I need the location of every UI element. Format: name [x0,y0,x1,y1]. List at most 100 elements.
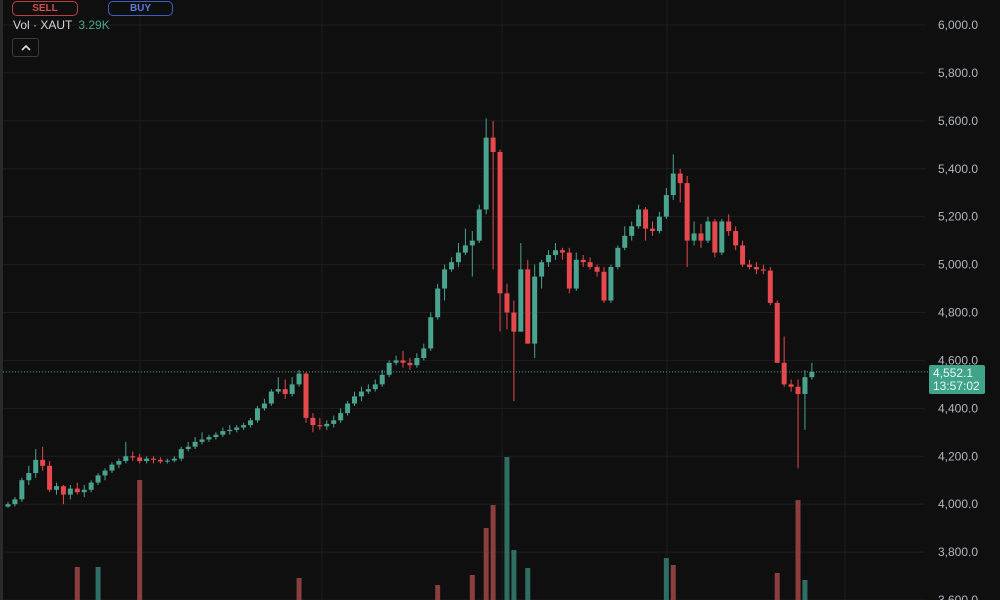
candle [33,449,39,478]
volume-bar [483,528,489,600]
candle-body [241,425,247,428]
y-tick-label: 6,000.0 [938,18,978,32]
candle [358,386,364,402]
candle-body [151,458,157,460]
candle-body [199,439,205,442]
candle-body [338,413,344,421]
candle-body [164,460,170,462]
candle [365,384,371,394]
candle-body [629,226,635,236]
price-axis[interactable]: 6,000.0 5,800.0 5,600.0 5,400.0 5,200.0 5,000… [938,18,978,600]
volume-bar [525,568,531,600]
last-price-value: 4,552.1 [933,366,974,380]
candle-body [386,362,392,375]
y-tick-label: 4,600.0 [938,353,978,367]
candle-body [608,266,614,301]
buy-button[interactable]: BUY [108,1,173,16]
candle [268,389,274,406]
candle-body [19,480,25,500]
candle-body [552,250,558,255]
candle-body [26,473,32,481]
candle-body [649,228,655,232]
candle-body [234,427,240,430]
candle [227,425,233,435]
candle-body [483,137,489,210]
candle [670,154,676,200]
volume-bar [802,580,808,600]
candle [151,456,157,464]
candle [289,377,295,397]
candle [442,264,448,301]
candle-body [469,240,475,246]
candle-body [102,470,108,476]
candle [19,477,25,502]
candle-body [497,151,503,294]
collapse-legend-button[interactable] [12,38,39,57]
candle-body [421,348,427,359]
candle-body [490,137,496,152]
candle-body [268,391,274,404]
candle [608,264,614,303]
candle [234,425,240,433]
candle [248,417,254,428]
candle-body [455,252,461,263]
candle [206,434,212,442]
candle-body [88,482,94,490]
candle [407,358,413,370]
candle [747,259,753,270]
candle-body [698,233,704,241]
candle-body [670,173,676,196]
candle-body [504,293,510,313]
candle-body [476,209,482,241]
candle [352,391,357,406]
candle [12,496,18,507]
candle-body [587,262,593,267]
candle [5,501,11,508]
y-tick-label: 5,000.0 [938,258,978,272]
candle-body [352,396,357,404]
candle-body [310,417,316,426]
candle-body [95,475,101,483]
candle [130,451,136,462]
candle [213,432,219,440]
candle [199,432,205,445]
candle-body [324,423,330,427]
candle-body [809,371,815,378]
candle [60,485,66,505]
candle-body [275,389,281,392]
volume-bar [774,573,780,600]
candle [663,187,669,220]
candle-body [753,266,759,270]
candle [116,458,122,469]
candle-body [54,486,60,490]
candle [345,401,351,416]
candle [733,226,739,251]
candle [449,257,455,272]
candle [338,408,344,423]
candle [552,243,558,260]
y-tick-label: 4,800.0 [938,306,978,320]
candle-body [511,312,517,332]
candle-body [213,434,219,438]
candle [788,379,794,392]
candle [497,149,503,332]
candle [643,207,649,241]
candle [580,255,586,267]
candle-body [663,195,669,217]
pane-border [0,0,3,600]
candle [774,300,780,363]
candle [178,446,184,462]
candle-body [144,458,150,462]
candle-body [33,459,39,474]
candle-body [254,408,260,421]
candle-body [303,373,309,418]
sell-button[interactable]: SELL [12,1,78,16]
candle [684,175,690,267]
candle [428,312,434,351]
candle [74,482,80,495]
candle-body [580,259,586,263]
candle-body [74,488,80,493]
candle [26,465,32,485]
candle-body [137,457,143,462]
